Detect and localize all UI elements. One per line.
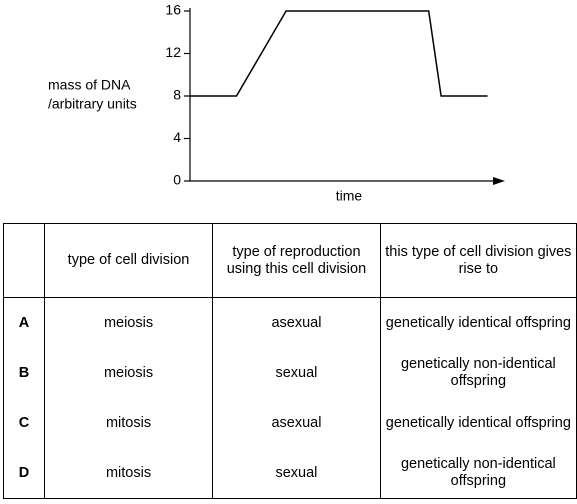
option-key: C xyxy=(3,398,45,448)
header-cell xyxy=(3,223,45,298)
table-cell: meiosis xyxy=(43,297,214,348)
chart: mass of DNA /arbitrary units time 0 4 8 12 1… xyxy=(48,2,505,204)
x-axis-label: time xyxy=(336,188,363,204)
y-tick-label: 16 xyxy=(165,2,181,18)
y-axis-label: /arbitrary units xyxy=(48,96,137,112)
y-tick-label: 8 xyxy=(173,87,181,103)
table-cell: genetically identical offspring xyxy=(379,398,577,448)
header-row: type of cell division type of reproducti… xyxy=(3,223,577,298)
table-cell: meiosis xyxy=(43,348,214,398)
y-axis-label: mass of DNA xyxy=(48,77,131,93)
table-cell: asexual xyxy=(212,297,381,348)
option-key: D xyxy=(3,448,45,499)
header-cell: this type of cell division gives rise to xyxy=(379,223,577,298)
table-cell: mitosis xyxy=(43,448,214,499)
table-cell: sexual xyxy=(212,348,381,398)
table-cell: genetically non-identical offspring xyxy=(379,448,577,499)
y-tick-label: 4 xyxy=(173,129,181,145)
table-cell: genetically non-identical offspring xyxy=(379,348,577,398)
header-cell: type of cell division xyxy=(43,223,214,298)
option-key: A xyxy=(3,297,45,348)
axis-arrow xyxy=(493,177,505,185)
header-cell: type of reproduction using this cell div… xyxy=(212,223,381,298)
y-tick-label: 0 xyxy=(173,172,181,188)
table-cell: sexual xyxy=(212,448,381,499)
y-tick-label: 12 xyxy=(165,44,181,60)
option-key: B xyxy=(3,348,45,398)
table-cell: mitosis xyxy=(43,398,214,448)
table-cell: genetically identical offspring xyxy=(379,297,577,348)
data-line xyxy=(190,10,488,97)
table-cell: asexual xyxy=(212,398,381,448)
table: type of cell division type of reproducti… xyxy=(3,223,577,499)
